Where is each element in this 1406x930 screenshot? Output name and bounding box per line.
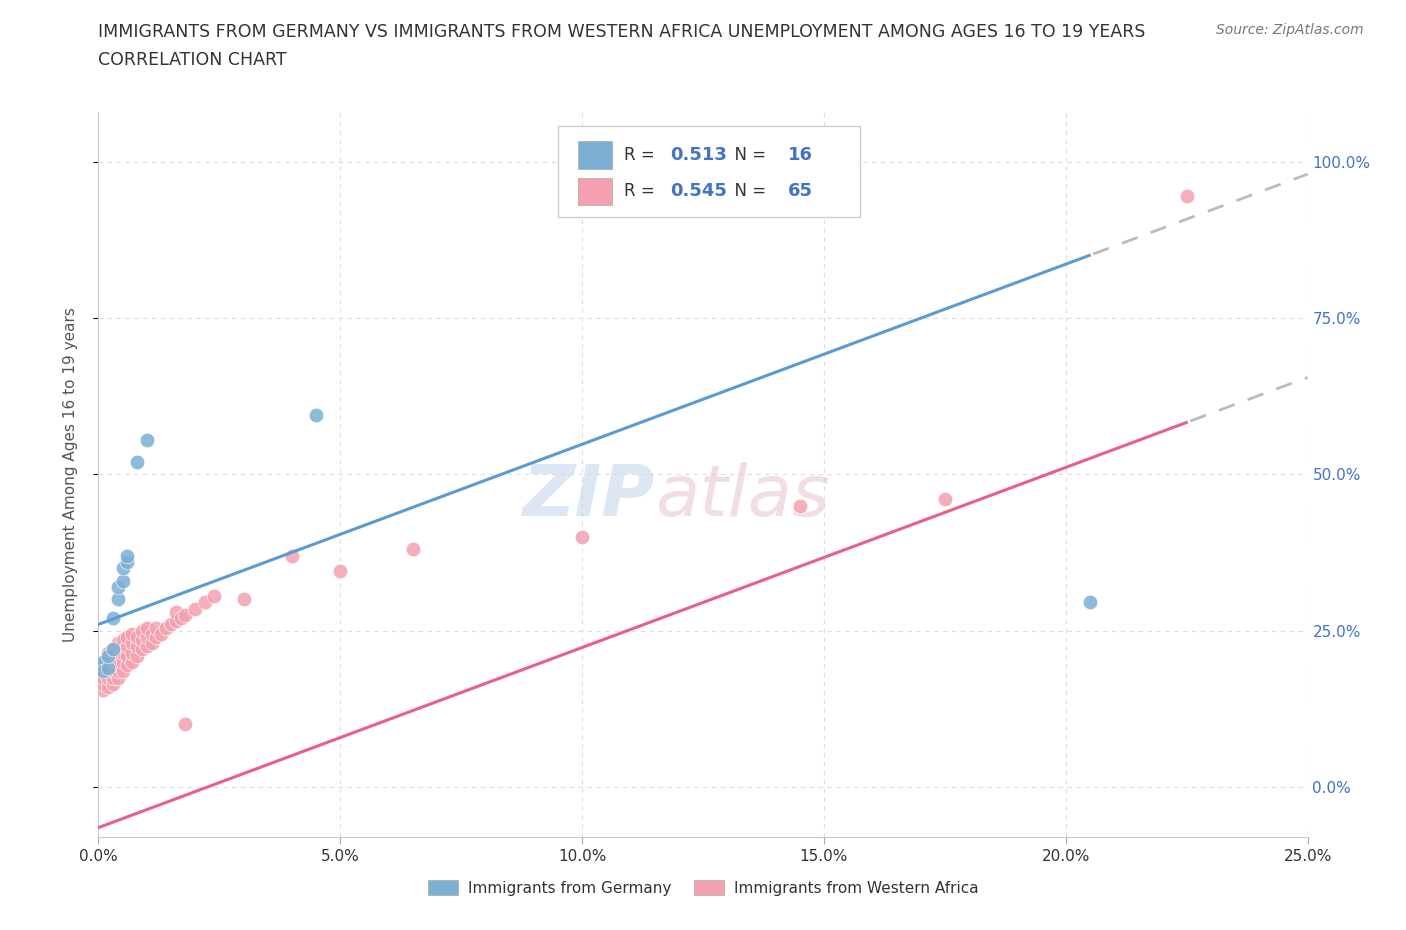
Point xyxy=(305,407,328,422)
Text: Source: ZipAtlas.com: Source: ZipAtlas.com xyxy=(1216,23,1364,37)
Point xyxy=(107,636,129,651)
Point xyxy=(107,655,129,670)
Point xyxy=(111,573,134,588)
Point xyxy=(101,655,124,670)
Point xyxy=(150,626,173,641)
Point xyxy=(111,639,134,654)
Point xyxy=(97,660,120,675)
Point xyxy=(131,632,153,647)
Text: R =: R = xyxy=(624,146,661,164)
Point xyxy=(117,548,139,563)
Point xyxy=(107,591,129,606)
Point xyxy=(160,617,183,631)
Point xyxy=(97,664,120,679)
Point xyxy=(97,680,120,695)
Point xyxy=(1175,189,1198,204)
Point xyxy=(141,636,163,651)
Point xyxy=(91,658,114,672)
Point xyxy=(101,676,124,691)
Point xyxy=(111,632,134,647)
Point xyxy=(127,648,149,663)
Text: 0.513: 0.513 xyxy=(671,146,727,164)
Point xyxy=(145,620,167,635)
Text: IMMIGRANTS FROM GERMANY VS IMMIGRANTS FROM WESTERN AFRICA UNEMPLOYMENT AMONG AGE: IMMIGRANTS FROM GERMANY VS IMMIGRANTS FR… xyxy=(98,23,1146,41)
Point xyxy=(107,645,129,660)
Point xyxy=(97,671,120,685)
Point xyxy=(165,604,187,619)
Point xyxy=(111,655,134,670)
Point xyxy=(131,642,153,657)
Text: N =: N = xyxy=(724,146,770,164)
Point xyxy=(91,655,114,670)
FancyBboxPatch shape xyxy=(558,126,860,217)
Point xyxy=(101,642,124,657)
Point xyxy=(91,671,114,685)
Point xyxy=(127,639,149,654)
Legend: Immigrants from Germany, Immigrants from Western Africa: Immigrants from Germany, Immigrants from… xyxy=(422,873,984,902)
Point xyxy=(281,548,304,563)
Point xyxy=(571,529,593,544)
Point xyxy=(141,626,163,641)
Point xyxy=(131,623,153,638)
Y-axis label: Unemployment Among Ages 16 to 19 years: Unemployment Among Ages 16 to 19 years xyxy=(63,307,77,642)
Point xyxy=(107,671,129,685)
Point xyxy=(121,636,143,651)
Text: CORRELATION CHART: CORRELATION CHART xyxy=(98,51,287,69)
Point xyxy=(101,611,124,626)
Point xyxy=(91,683,114,698)
Point xyxy=(111,664,134,679)
Point xyxy=(97,655,120,670)
Text: 0.545: 0.545 xyxy=(671,182,727,200)
Point xyxy=(101,642,124,657)
Point xyxy=(174,717,197,732)
Point xyxy=(135,639,157,654)
Point xyxy=(165,614,187,629)
FancyBboxPatch shape xyxy=(578,178,613,206)
Text: N =: N = xyxy=(724,182,770,200)
Point xyxy=(107,664,129,679)
Point xyxy=(111,561,134,576)
Point xyxy=(91,664,114,679)
Point xyxy=(1078,595,1101,610)
Point xyxy=(121,645,143,660)
Point xyxy=(135,630,157,644)
Point xyxy=(789,498,811,513)
Point xyxy=(97,648,120,663)
Text: ZIP: ZIP xyxy=(523,461,655,530)
Point xyxy=(117,554,139,569)
Point xyxy=(91,664,114,679)
Point xyxy=(117,630,139,644)
Point xyxy=(97,645,120,660)
Point xyxy=(174,607,197,622)
Point xyxy=(204,589,226,604)
Point xyxy=(145,630,167,644)
Point xyxy=(121,655,143,670)
Point xyxy=(121,626,143,641)
FancyBboxPatch shape xyxy=(578,141,613,169)
Point xyxy=(111,645,134,660)
Point xyxy=(329,564,352,578)
Point xyxy=(402,542,425,557)
Point xyxy=(107,579,129,594)
Point xyxy=(934,492,956,507)
Point xyxy=(101,671,124,685)
Point xyxy=(135,620,157,635)
Text: atlas: atlas xyxy=(655,461,830,530)
Point xyxy=(101,664,124,679)
Point xyxy=(117,639,139,654)
Point xyxy=(135,432,157,447)
Point xyxy=(91,676,114,691)
Point xyxy=(184,602,207,617)
Point xyxy=(232,591,254,606)
Point xyxy=(127,455,149,470)
Text: R =: R = xyxy=(624,182,661,200)
Point xyxy=(169,611,191,626)
Point xyxy=(155,620,177,635)
Point xyxy=(127,630,149,644)
Text: 16: 16 xyxy=(787,146,813,164)
Point xyxy=(194,595,217,610)
Point xyxy=(117,648,139,663)
Text: 65: 65 xyxy=(787,182,813,200)
Point xyxy=(117,658,139,672)
